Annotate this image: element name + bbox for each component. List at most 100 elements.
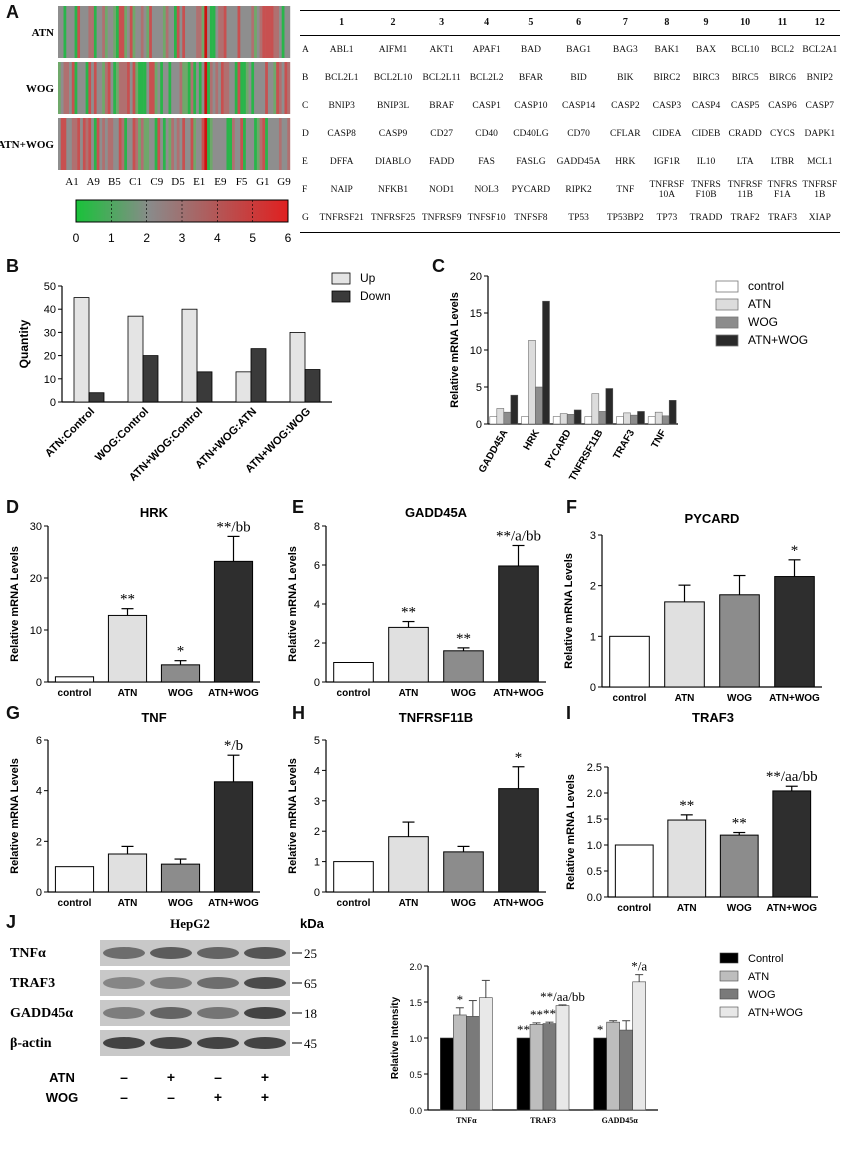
heatmap-cell bbox=[110, 118, 114, 170]
heatmap-cell bbox=[254, 6, 258, 58]
significance-label: * bbox=[177, 644, 185, 660]
colorbar-tick: 0 bbox=[73, 231, 80, 245]
gene-table-cell: HRK bbox=[615, 157, 636, 167]
bar-control bbox=[614, 844, 654, 898]
x-tick-label: ATN+WOG bbox=[769, 693, 820, 704]
blot-band bbox=[197, 1037, 239, 1049]
heatmap-cell bbox=[267, 118, 271, 170]
treatment-label: ATN bbox=[49, 1070, 75, 1085]
heatmap-cell bbox=[270, 62, 274, 114]
heatmap-cell bbox=[74, 62, 78, 114]
heatmap-cell bbox=[284, 62, 288, 114]
gene-table-cell: GADD45A bbox=[556, 157, 601, 167]
kda-value: 25 bbox=[304, 946, 317, 961]
x-tick-label: WOG bbox=[451, 688, 476, 699]
bar-control bbox=[521, 416, 529, 425]
heatmap-cell bbox=[168, 6, 172, 58]
bar-atn-wog bbox=[213, 781, 254, 893]
y-tick-label: 2.0 bbox=[409, 962, 422, 972]
gene-table-cell: TNFRSF9 bbox=[418, 204, 465, 233]
gene-table-cell: BIRC6 bbox=[768, 73, 796, 83]
treatment-label: WOG bbox=[46, 1090, 79, 1105]
chart-title: GADD45A bbox=[405, 505, 468, 520]
blot-band bbox=[244, 1007, 286, 1019]
bar-up bbox=[127, 315, 144, 403]
y-tick-label: 1 bbox=[314, 857, 320, 869]
bar-up bbox=[235, 371, 252, 403]
panel-letter-g: G bbox=[6, 703, 21, 723]
heatmap-cell bbox=[182, 6, 186, 58]
x-tick-label: ATN bbox=[399, 688, 419, 699]
gene-table-cell: TP53 bbox=[553, 204, 604, 233]
bar-down bbox=[196, 371, 213, 403]
x-tick-label: WOG bbox=[451, 898, 476, 909]
heatmap-cell bbox=[165, 118, 169, 170]
heatmap-cell bbox=[193, 62, 197, 114]
y-tick-label: 3 bbox=[314, 796, 320, 808]
y-tick-label: 0 bbox=[36, 677, 42, 689]
heatmap-cell bbox=[71, 6, 75, 58]
chart-title: PYCARD bbox=[685, 511, 740, 526]
x-tick-label: ATN+WOG bbox=[208, 898, 259, 909]
heatmap-cell bbox=[121, 6, 125, 58]
bar-atn bbox=[528, 340, 536, 425]
blot-band bbox=[150, 977, 192, 989]
heatmap-cell bbox=[179, 62, 183, 114]
heatmap-cell bbox=[281, 118, 285, 170]
heatmap-cell bbox=[232, 62, 235, 114]
heatmap-cell bbox=[237, 62, 241, 114]
protein-label: GADD45α bbox=[10, 1006, 73, 1021]
panel-letter-e: E bbox=[292, 497, 305, 517]
heatmap-cell bbox=[143, 6, 147, 58]
gene-table-cell: CASP1 bbox=[472, 101, 501, 111]
x-tick-label: TNF bbox=[650, 428, 669, 450]
heatmap-cell bbox=[223, 6, 227, 58]
gene-table-cell: ABL1 bbox=[329, 45, 354, 55]
heatmap-cell bbox=[157, 6, 161, 58]
heatmap-cell bbox=[66, 118, 70, 170]
gene-table-cell: FAS bbox=[478, 157, 495, 167]
treatment-sign: + bbox=[261, 1089, 269, 1105]
bar-atn+wog bbox=[668, 400, 677, 425]
blot-band bbox=[244, 947, 286, 959]
legend-swatch bbox=[715, 316, 739, 329]
chart-h-tnfrsf11b: TNFRSF11B 0 1 2 3 4 5 Relative mRNA Levels contr… bbox=[287, 710, 546, 909]
significance-label: * bbox=[597, 1022, 604, 1037]
chart-b-up-down-quantity: 0 10 20 30 40 50 Quantity ATN:ControlWOG:Contro… bbox=[17, 271, 391, 484]
heatmap-cell bbox=[104, 6, 108, 58]
panel-letter-c: C bbox=[432, 256, 445, 276]
gene-table-cell: BFAR bbox=[518, 73, 543, 83]
significance-label: **/bb bbox=[216, 519, 250, 535]
heatmap-cell bbox=[245, 118, 249, 170]
bar-control bbox=[333, 662, 374, 683]
gene-table-cell: TNFRSF 11B bbox=[727, 180, 763, 200]
y-tick-label: 1.5 bbox=[409, 998, 422, 1008]
heatmap-x-tick: D5 bbox=[171, 176, 185, 188]
heatmap-cell bbox=[281, 6, 285, 58]
blot-band bbox=[150, 947, 192, 959]
x-tick-label: ATN bbox=[399, 898, 419, 909]
heatmap-cell bbox=[278, 62, 282, 114]
treatment-sign: – bbox=[167, 1089, 175, 1105]
heatmap-cell bbox=[96, 118, 100, 170]
x-tick-label: PYCARD bbox=[543, 428, 574, 470]
heatmap-cell bbox=[85, 6, 89, 58]
bar-atn bbox=[453, 1014, 467, 1111]
gene-table-row: C BNIP3 BNIP3L BRAF CASP1 CASP10 CASP14 CASP2 CA… bbox=[300, 92, 840, 120]
heatmap-row-label: ATN bbox=[32, 27, 54, 39]
gene-table-cell: BCL2A1 bbox=[802, 45, 838, 55]
y-tick-label: 30 bbox=[44, 327, 56, 339]
heatmap-cell bbox=[176, 118, 180, 170]
bar-atn bbox=[606, 1021, 620, 1111]
y-tick-label: 1 bbox=[590, 631, 596, 643]
heatmap-cell bbox=[88, 62, 92, 114]
significance-label: */a bbox=[631, 959, 647, 974]
colorbar-tick: 3 bbox=[179, 231, 186, 245]
gene-table-cell: BCL2L10 bbox=[373, 73, 413, 83]
heatmap-cell bbox=[129, 118, 133, 170]
heatmap-cell bbox=[218, 62, 222, 114]
gene-table-cell: APAF1 bbox=[472, 45, 501, 55]
kda-label: kDa bbox=[300, 916, 325, 931]
bar-wog bbox=[566, 414, 575, 425]
bar-down bbox=[250, 348, 267, 403]
